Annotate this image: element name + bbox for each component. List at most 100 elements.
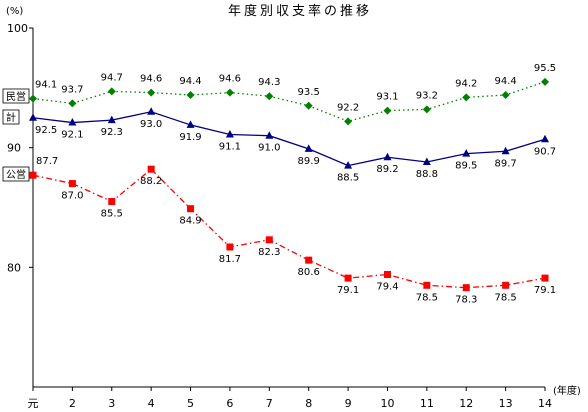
- data-point-marker: [147, 107, 156, 115]
- data-label: 88.8: [416, 169, 438, 180]
- data-label: 89.2: [376, 164, 398, 175]
- data-point-marker: [344, 117, 353, 126]
- x-tick-label: 7: [266, 397, 273, 410]
- data-point-marker: [265, 131, 274, 139]
- data-label: 91.0: [258, 143, 280, 154]
- data-label: 84.9: [179, 216, 201, 227]
- data-label: 78.3: [455, 295, 477, 306]
- data-label: 92.5: [35, 125, 57, 136]
- series-name-box: [2, 109, 20, 125]
- data-label: 78.5: [494, 292, 516, 303]
- x-tick-label: 2: [69, 397, 76, 410]
- data-label: 80.6: [298, 267, 320, 278]
- data-label: 91.1: [219, 142, 241, 153]
- data-point-marker: [187, 205, 195, 213]
- data-point-marker: [29, 94, 37, 103]
- data-point-marker: [305, 256, 313, 264]
- axes: 80 90 100 元 2 3 4 5 6 7 8 9 10 11 12 13 14: [7, 22, 552, 410]
- data-labels: 94.1 93.7 94.7 94.6 94.4 94.6 94.3 93.5 92.2 93.1…: [35, 63, 556, 306]
- data-point-marker: [501, 91, 510, 100]
- data-point-marker: [108, 198, 116, 206]
- y-tick-label: 100: [7, 22, 28, 35]
- data-label: 93.0: [140, 119, 162, 130]
- data-label: 89.9: [298, 156, 320, 167]
- data-label: 89.7: [494, 158, 516, 169]
- data-point-marker: [68, 180, 76, 188]
- data-point-marker: [304, 101, 313, 110]
- data-point-marker: [147, 165, 155, 173]
- y-tick-label: 90: [7, 142, 21, 155]
- data-point-marker: [226, 243, 234, 251]
- data-point-marker: [107, 87, 116, 96]
- x-tick-label: 12: [459, 397, 473, 410]
- data-point-marker: [423, 281, 431, 289]
- x-tick-label: 8: [305, 397, 312, 410]
- data-label: 92.3: [101, 127, 123, 138]
- x-tick-label: 11: [420, 397, 434, 410]
- data-point-marker: [225, 130, 234, 138]
- data-label: 85.5: [101, 209, 123, 220]
- data-label: 92.2: [337, 102, 359, 113]
- data-point-marker: [147, 88, 156, 97]
- data-point-marker: [383, 152, 392, 161]
- data-point-marker: [68, 99, 77, 108]
- data-label: 89.5: [455, 161, 477, 172]
- data-point-marker: [462, 149, 471, 157]
- chart-title: 年度別収支率の推移: [228, 3, 372, 19]
- data-point-marker: [502, 281, 510, 289]
- series-name-label: 公営: [6, 168, 26, 181]
- data-label: 88.5: [337, 173, 359, 184]
- data-point-marker: [541, 77, 549, 86]
- data-label: 79.4: [376, 282, 398, 293]
- x-tick-label: 14: [538, 397, 552, 410]
- data-label: 91.9: [179, 132, 201, 143]
- data-point-marker: [68, 118, 77, 126]
- x-tick-label: 6: [226, 397, 233, 410]
- data-label: 82.3: [258, 247, 280, 258]
- data-label: 79.1: [534, 285, 556, 296]
- data-point-marker: [383, 106, 392, 115]
- data-point-marker: [186, 120, 195, 128]
- data-label: 94.7: [101, 72, 123, 83]
- data-point-marker: [462, 93, 471, 102]
- data-point-marker: [501, 146, 510, 155]
- y-axis-unit: (%): [6, 6, 23, 17]
- data-label: 94.1: [35, 80, 57, 91]
- series-name-label: 計: [6, 111, 16, 124]
- series-line: [32, 111, 546, 167]
- data-label: 95.5: [534, 63, 556, 74]
- series-line: [32, 168, 546, 289]
- data-label: 87.0: [61, 191, 83, 202]
- data-label: 92.1: [61, 130, 83, 141]
- data-label: 88.2: [140, 176, 162, 187]
- data-point-marker: [265, 236, 273, 244]
- series-name-box: [2, 166, 30, 182]
- series-name-box: [2, 88, 30, 104]
- data-point-marker: [29, 171, 37, 179]
- data-point-marker: [422, 157, 431, 166]
- data-label: 81.7: [219, 254, 241, 265]
- series-name-label: 民営: [6, 90, 26, 103]
- data-point-marker: [344, 161, 353, 169]
- data-point-marker: [265, 92, 274, 101]
- data-label: 94.3: [258, 77, 280, 88]
- data-label: 94.2: [455, 78, 477, 89]
- data-label: 79.1: [337, 285, 359, 296]
- x-tick-label: 13: [499, 397, 513, 410]
- data-label: 94.4: [494, 76, 516, 87]
- data-label: 93.1: [376, 92, 398, 103]
- data-label: 87.7: [36, 156, 58, 167]
- data-label: 93.7: [61, 84, 83, 95]
- series-markers: [29, 77, 549, 292]
- series-lines: [32, 81, 546, 289]
- data-label: 90.7: [534, 146, 556, 157]
- data-point-marker: [422, 105, 431, 114]
- data-label: 93.5: [298, 87, 320, 98]
- data-point-marker: [225, 88, 234, 97]
- data-label: 94.6: [219, 74, 241, 85]
- x-tick-label: 9: [345, 397, 352, 410]
- data-label: 94.4: [179, 76, 201, 87]
- x-tick-label: 4: [148, 397, 155, 410]
- y-tick-label: 80: [7, 261, 21, 274]
